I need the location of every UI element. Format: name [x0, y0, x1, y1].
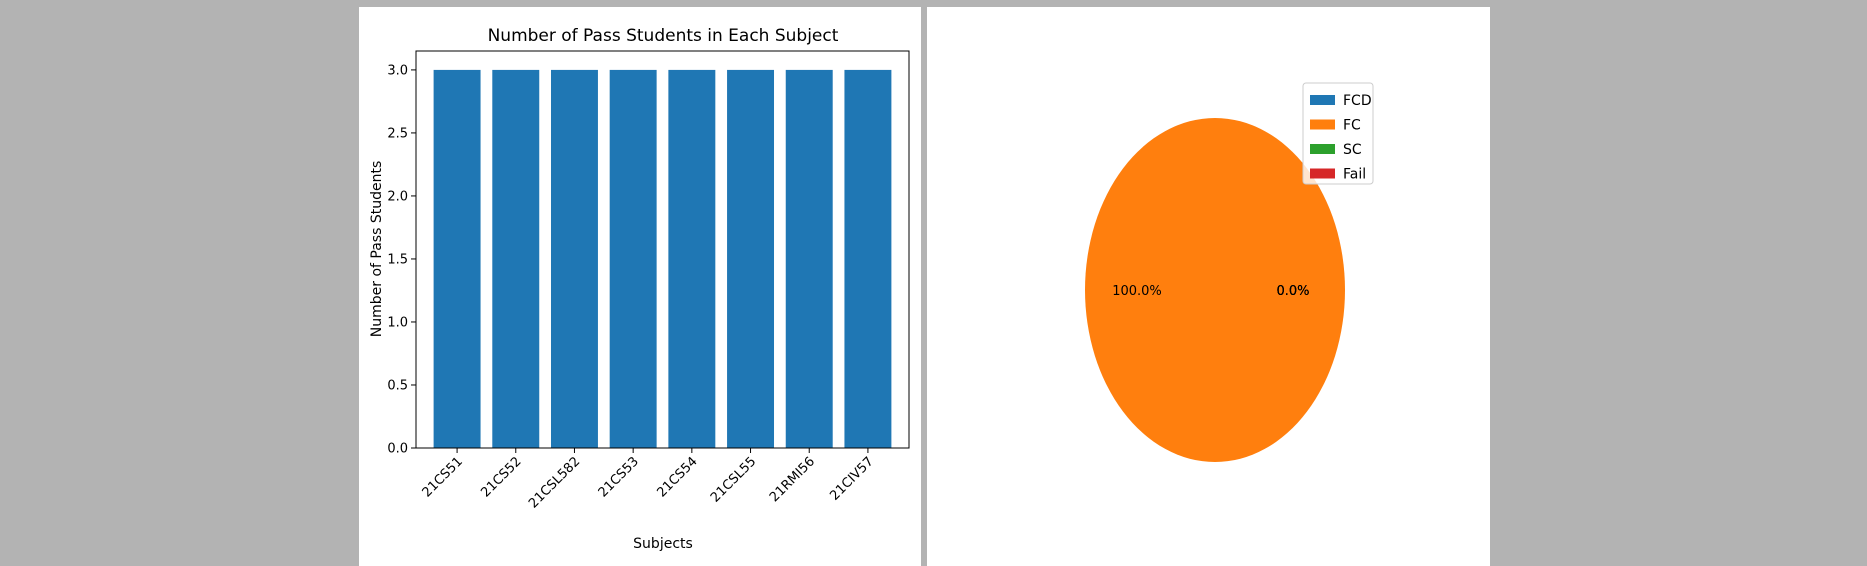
legend: FCD FC SC Fail — [1302, 82, 1374, 185]
y-tick-label: 1.0 — [387, 315, 408, 330]
bar-21CS53 — [609, 69, 657, 449]
plot-area — [415, 50, 910, 449]
bar-21CS52 — [492, 69, 540, 449]
bar-21CSL582 — [550, 69, 598, 449]
x-tick-label: 21CS53 — [596, 454, 642, 500]
y-tick-label: 0.5 — [387, 378, 408, 393]
legend-swatch-fcd — [1310, 95, 1335, 105]
pie-slices — [1085, 118, 1345, 462]
legend-label-fcd: FCD — [1343, 93, 1372, 109]
y-tick-label: 0.0 — [387, 442, 408, 457]
legend-label-fail: Fail — [1343, 167, 1366, 183]
y-tick-label: 2.5 — [387, 126, 408, 141]
x-tick-label: 21RMI56 — [767, 454, 818, 505]
x-axis: 21CS51 21CS52 21CSL582 21CS53 21CS54 21CSL55 2… — [420, 448, 877, 511]
legend-label-fc: FC — [1343, 118, 1361, 134]
x-tick-label: 21CS51 — [420, 454, 466, 500]
pie-pct-label: 0.0% — [1276, 284, 1309, 299]
bar-21CIV57 — [844, 69, 892, 449]
x-tick-label: 21CSL582 — [526, 454, 583, 511]
y-tick-label: 3.0 — [387, 63, 408, 78]
legend-swatch-fail — [1310, 168, 1335, 179]
pie-pct-label: 0.0% — [1276, 284, 1309, 299]
pie-chart-panel: 0.0% 100.0% 0.0% 0.0% FCD FC SC Fail — [927, 7, 1490, 566]
bar-21CSL55 — [727, 69, 775, 449]
legend-box — [1302, 82, 1374, 185]
x-tick-label: 21CIV57 — [827, 454, 876, 503]
bars — [433, 69, 892, 449]
bar-21CS54 — [668, 69, 716, 449]
legend-swatch-sc — [1310, 144, 1335, 154]
pie-slice-fc — [1085, 118, 1345, 462]
y-tick-label: 1.5 — [387, 252, 408, 267]
pie-labels: 0.0%100.0% 0.0%0.0% — [1112, 284, 1309, 299]
y-axis: 0.0 0.5 1.0 1.5 2.0 2.5 3.0 — [387, 63, 416, 457]
bar-21CS51 — [433, 69, 481, 449]
bar-21RMI56 — [785, 69, 833, 449]
x-tick-label: 21CSL55 — [708, 454, 759, 505]
bar-chart: Number of Pass Students in Each Subject … — [369, 26, 910, 552]
pie-pct-label: 100.0% — [1112, 284, 1162, 299]
legend-label-sc: SC — [1343, 142, 1362, 158]
bar-chart-panel: Number of Pass Students in Each Subject … — [359, 7, 921, 566]
pie-pct-label: 0.0% — [1276, 284, 1309, 299]
x-tick-label: 21CS52 — [478, 454, 524, 500]
x-axis-label: Subjects — [633, 536, 693, 552]
chart-title: Number of Pass Students in Each Subject — [488, 26, 839, 46]
y-tick-label: 2.0 — [387, 189, 408, 204]
x-tick-label: 21CS54 — [654, 454, 700, 500]
legend-swatch-fc — [1310, 119, 1335, 130]
y-axis-label: Number of Pass Students — [369, 161, 385, 337]
